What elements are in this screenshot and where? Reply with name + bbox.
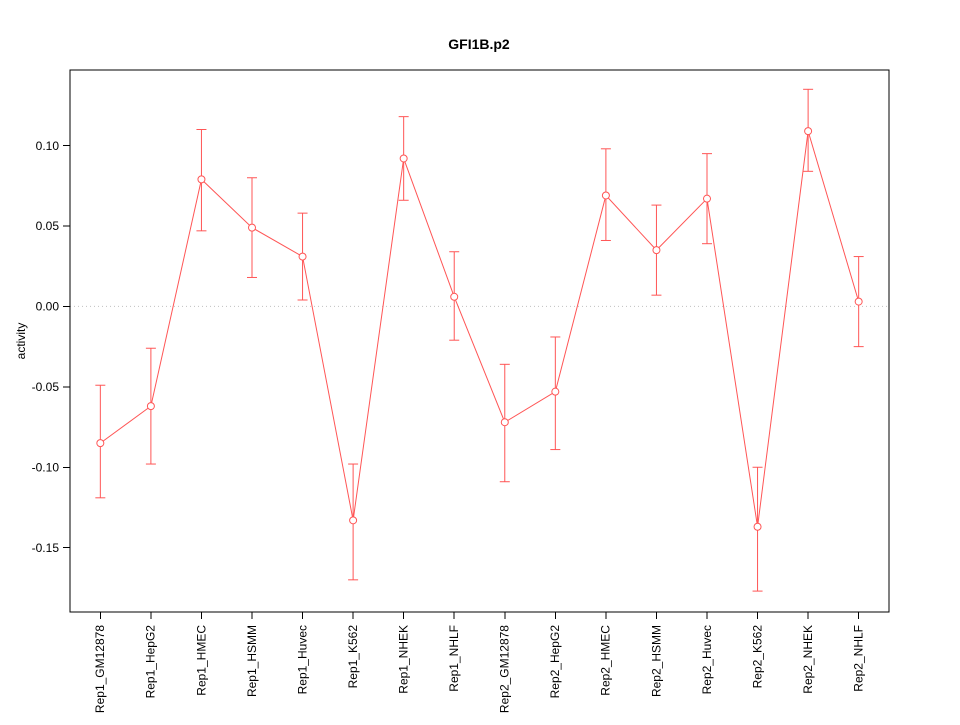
x-tick-label: Rep1_K562 (346, 625, 360, 689)
x-tick-label: Rep2_K562 (750, 625, 764, 689)
y-tick-label: 0.10 (36, 139, 60, 153)
x-tick-label: Rep2_NHEK (801, 625, 815, 694)
data-point (248, 223, 256, 232)
data-point (551, 387, 560, 396)
x-tick-label: Rep2_NHLF (852, 625, 866, 692)
data-point (753, 522, 762, 531)
x-tick-label: Rep1_HMEC (194, 625, 208, 696)
chart-title: GFI1B.p2 (448, 36, 510, 52)
series-line (100, 130, 860, 527)
data-point (146, 402, 155, 411)
x-tick-label: Rep2_HSMM (649, 625, 663, 697)
data-point (703, 194, 711, 203)
plot-border (69, 69, 890, 613)
data-point (349, 516, 358, 525)
data-point (96, 439, 105, 448)
data-point (450, 292, 459, 301)
x-tick-label: Rep1_GM12878 (93, 625, 107, 713)
y-tick-label: -0.10 (32, 460, 60, 474)
x-tick-label: Rep2_HMEC (599, 625, 613, 696)
y-tick-label: 0.05 (36, 219, 60, 233)
y-axis-label: activity (14, 323, 28, 360)
data-point (854, 297, 863, 306)
x-tick-label: Rep1_NHLF (447, 625, 461, 692)
x-tick-label: Rep1_HepG2 (144, 625, 158, 699)
y-tick-label: -0.05 (32, 380, 60, 394)
x-tick-label: Rep2_GM12878 (498, 625, 512, 713)
y-tick-label: 0.00 (36, 300, 60, 314)
data-point (197, 175, 206, 184)
data-point (804, 127, 813, 136)
x-tick-label: Rep1_HSMM (245, 625, 259, 697)
data-point (500, 418, 509, 427)
x-tick-label: Rep2_HepG2 (548, 625, 562, 699)
data-point (298, 252, 307, 261)
data-point (601, 191, 610, 200)
data-point (399, 154, 408, 163)
data-point (652, 246, 661, 255)
y-tick-label: -0.15 (32, 541, 60, 555)
x-tick-label: Rep1_Huvec (295, 625, 309, 694)
x-tick-label: Rep1_NHEK (397, 625, 411, 694)
plot-area: -0.15 -0.10 -0.05 0.00 0.05 0.10 Rep1_GM12878 R… (32, 69, 890, 713)
x-tick-label: Rep2_Huvec (700, 625, 714, 694)
